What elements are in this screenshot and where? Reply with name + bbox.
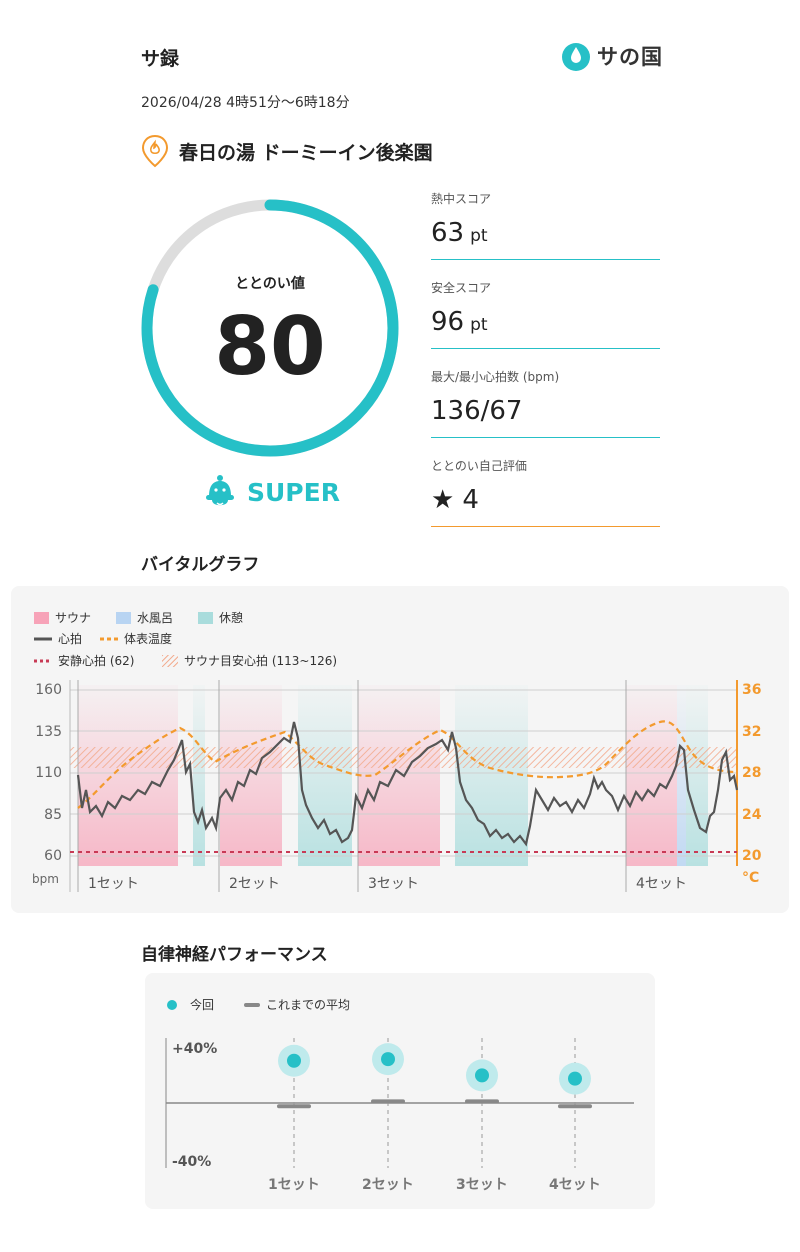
sauna-phase: [358, 685, 440, 866]
current-point: [287, 1053, 301, 1068]
metric-heat-score: 熱中スコア 63 pt: [431, 190, 660, 260]
set-label: 3セット: [368, 876, 419, 892]
sauna-location-icon: [141, 134, 169, 168]
legend-heart-rate: 心拍: [34, 630, 82, 647]
star-icon: ★: [431, 485, 455, 515]
metric-self-rating[interactable]: ととのい自己評価 ★ 4: [431, 457, 660, 527]
average-marker: [465, 1099, 499, 1104]
metric-value: 4: [462, 485, 479, 515]
x-tick-label: 2セット: [362, 1177, 414, 1193]
divider: [431, 259, 660, 260]
water-drop-icon: [562, 43, 590, 71]
divider: [431, 437, 660, 438]
totonoi-ring: [140, 198, 400, 458]
legend-resting-hr: 安静心拍 (62): [34, 652, 134, 669]
y-tick-label: 85: [44, 807, 62, 823]
rank-badge: SUPER: [203, 472, 340, 512]
y2-axis-unit: °C: [742, 870, 760, 886]
legend-label: これまでの平均: [266, 998, 351, 1012]
y-tick-label: 160: [35, 682, 62, 698]
brand-logo: サの国: [561, 40, 663, 72]
rank-label: SUPER: [247, 477, 340, 507]
metric-heart-rate: 最大/最小心拍数 (bpm) 136/67: [431, 368, 660, 438]
y-tick-label: 110: [35, 765, 62, 781]
facility-name: 春日の湯 ドーミーイン後楽園: [179, 141, 433, 164]
metric-label: 安全スコア: [431, 281, 492, 295]
legend-label: サウナ目安心拍 (113~126): [184, 654, 338, 668]
sauna-phase: [220, 685, 282, 866]
current-point: [475, 1068, 489, 1083]
set-dividers: [77, 680, 627, 892]
legend-label: 休憩: [219, 611, 244, 625]
metric-unit: pt: [470, 315, 488, 335]
metric-unit: pt: [470, 226, 488, 246]
legend-rest: 休憩: [198, 609, 243, 626]
target-hr-band: [70, 747, 737, 768]
set-label: 4セット: [636, 876, 687, 892]
legend-current: 今回: [166, 996, 214, 1013]
legend-label: 体表温度: [124, 632, 173, 646]
metric-label: 熱中スコア: [431, 192, 492, 206]
legend-target-hr: サウナ目安心拍 (113~126): [162, 652, 337, 669]
legend-label: 今回: [190, 998, 215, 1012]
ring-progress: [141, 199, 399, 457]
y2-tick-label: 24: [742, 807, 762, 823]
legend-label: 心拍: [58, 632, 83, 646]
x-tick-label: 4セット: [549, 1177, 601, 1193]
metric-safety-score: 安全スコア 96 pt: [431, 279, 660, 349]
y2-tick-label: 36: [742, 682, 762, 698]
bell-face-icon: [206, 475, 234, 506]
legend-label: サウナ: [55, 611, 92, 625]
set-label: 1セット: [88, 876, 139, 892]
ans-section-title: 自律神経パフォーマンス: [141, 945, 328, 965]
y-tick-label: 135: [35, 724, 62, 740]
x-tick-label: 3セット: [456, 1177, 508, 1193]
sauna-phase: [626, 685, 677, 866]
metric-label: ととのい自己評価: [431, 459, 527, 473]
metric-value: 63: [431, 218, 465, 248]
y-tick-label: -40%: [172, 1154, 212, 1170]
legend-sauna: サウナ: [34, 609, 91, 626]
rest-phase: [193, 685, 205, 866]
brand-text: サの国: [597, 45, 663, 69]
legend-label: 安静心拍 (62): [58, 654, 135, 668]
legend-body-temp: 体表温度: [100, 630, 172, 647]
sauna-phase: [78, 685, 178, 866]
totonoi-label: ととのい値: [235, 276, 305, 292]
set-label: 2セット: [229, 876, 280, 892]
divider: [431, 526, 660, 527]
y-tick-label: +40%: [172, 1041, 218, 1057]
average-marker: [558, 1104, 592, 1109]
water-bath-phase: [677, 685, 686, 866]
metric-label: 最大/最小心拍数 (bpm): [431, 370, 560, 384]
y-tick-label: 60: [44, 848, 62, 864]
body-temp-line: [77, 720, 738, 809]
facility-row[interactable]: 春日の湯 ドーミーイン後楽園: [141, 134, 433, 168]
totonoi-value: 80: [214, 300, 326, 393]
page-title: サ録: [141, 48, 180, 70]
vital-section-title: バイタルグラフ: [141, 555, 260, 575]
average-marker: [277, 1104, 311, 1109]
current-point: [381, 1052, 395, 1067]
heart-rate-line: [76, 721, 739, 847]
rest-phase: [298, 685, 352, 866]
metric-value: 136/67: [431, 396, 523, 426]
y2-tick-label: 32: [742, 724, 762, 740]
y2-tick-label: 28: [742, 765, 762, 781]
x-tick-label: 1セット: [268, 1177, 320, 1193]
metric-value: 96: [431, 307, 465, 337]
current-point: [568, 1071, 582, 1086]
y2-tick-label: 20: [742, 848, 762, 864]
legend-label: 水風呂: [137, 611, 174, 625]
legend-water-bath: 水風呂: [116, 609, 173, 626]
divider: [431, 348, 660, 349]
y-axis-unit: bpm: [32, 872, 59, 886]
session-datetime: 2026/04/28 4時51分〜6時18分: [141, 95, 350, 111]
rest-phase: [686, 685, 708, 866]
average-marker: [371, 1099, 405, 1104]
legend-average: これまでの平均: [244, 996, 350, 1013]
